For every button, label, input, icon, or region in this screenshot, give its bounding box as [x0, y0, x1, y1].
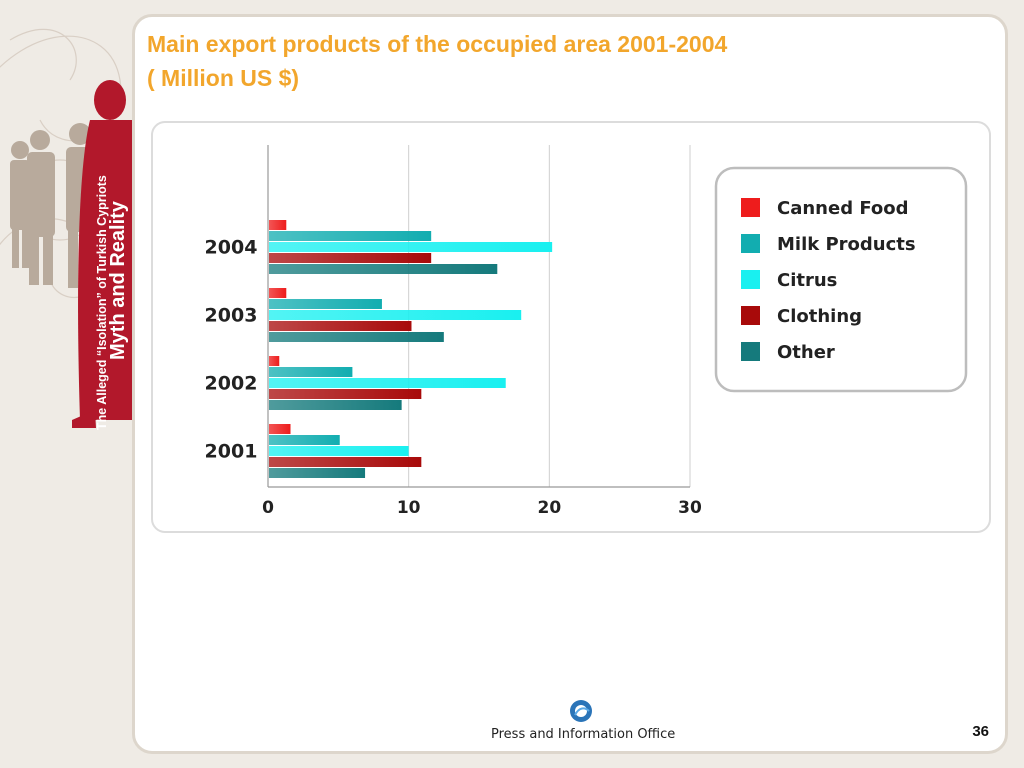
bar — [269, 367, 353, 377]
legend-label: Clothing — [777, 306, 862, 327]
bar-chart: 0 10 20 30 2004 2003 2002 2001 Canned Food Milk P… — [205, 145, 968, 518]
bar — [269, 332, 444, 342]
legend-label: Milk Products — [777, 234, 916, 255]
y-category-label: 2004 — [205, 237, 258, 259]
legend-swatch — [741, 306, 760, 325]
bar — [269, 457, 422, 467]
x-tick-label: 0 — [262, 498, 274, 518]
side-banner-line1: The Alleged “Isolation” of Turkish Cypri… — [95, 175, 109, 430]
bar — [269, 299, 382, 309]
slide-subtitle: ( Million US $) — [147, 65, 300, 91]
slide-title: Main export products of the occupied are… — [147, 31, 728, 57]
side-banner-art: The Alleged “Isolation” of Turkish Cypri… — [0, 28, 132, 430]
bar — [269, 288, 287, 298]
bar — [269, 264, 498, 274]
bar — [269, 231, 432, 241]
footer-text: Press and Information Office — [491, 727, 676, 742]
bar — [269, 424, 291, 434]
bar — [269, 389, 422, 399]
x-tick-label: 30 — [678, 498, 702, 518]
side-banner-line2: Myth and Reality — [107, 200, 129, 360]
bar — [269, 435, 340, 445]
y-category-label: 2002 — [205, 373, 258, 395]
legend-swatch — [741, 270, 760, 289]
legend-swatch — [741, 234, 760, 253]
bar — [269, 356, 280, 366]
legend-label: Other — [777, 342, 835, 363]
woman-silhouette-icon — [72, 80, 132, 428]
legend-label: Canned Food — [777, 198, 909, 219]
y-category-label: 2001 — [205, 441, 258, 463]
y-category-label: 2003 — [205, 305, 258, 327]
bar — [269, 378, 506, 388]
legend-label: Citrus — [777, 270, 837, 291]
bar — [269, 321, 412, 331]
press-office-logo-icon — [570, 700, 592, 722]
bar — [269, 310, 522, 320]
slide: Main export products of the occupied are… — [132, 14, 1008, 754]
chart-panel: 0 10 20 30 2004 2003 2002 2001 Canned Food Milk P… — [151, 121, 991, 533]
bar — [269, 468, 366, 478]
x-tick-label: 10 — [397, 498, 421, 518]
legend-swatch — [741, 342, 760, 361]
x-tick-label: 20 — [537, 498, 561, 518]
bar — [269, 446, 409, 456]
page-number: 36 — [972, 723, 989, 740]
legend-box — [714, 166, 968, 393]
bar — [269, 253, 432, 263]
bar — [269, 220, 287, 230]
legend-swatch — [741, 198, 760, 217]
bar — [269, 242, 553, 252]
bar — [269, 400, 402, 410]
